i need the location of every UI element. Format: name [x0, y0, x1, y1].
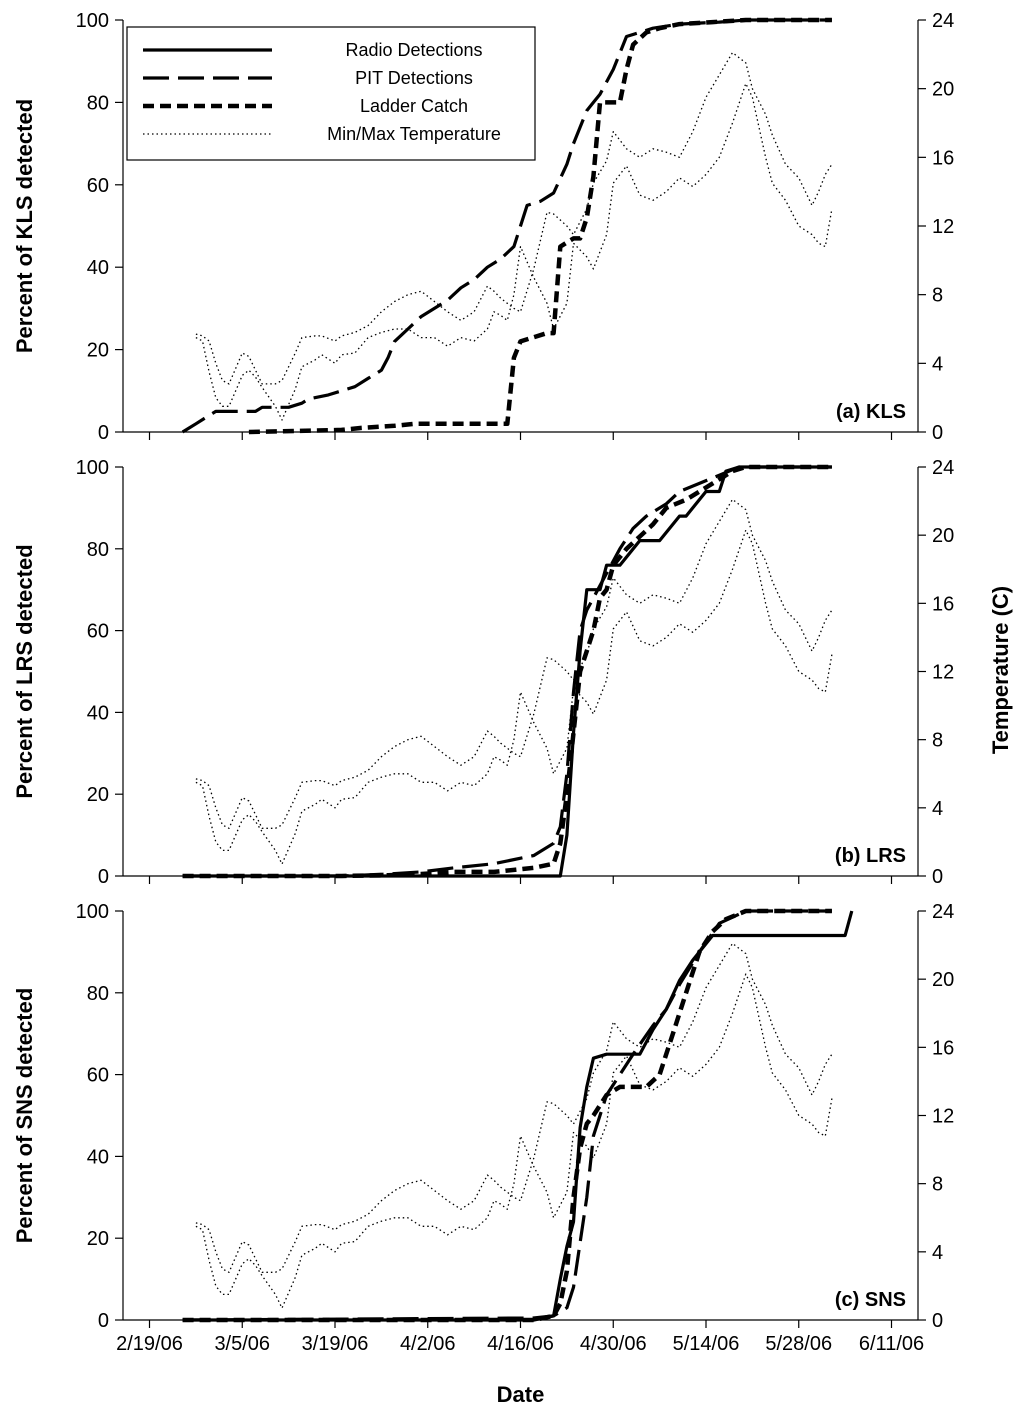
panel-b-right-tick-label: 0 — [932, 866, 943, 888]
panel-b-right-tick-label: 4 — [932, 798, 943, 820]
panel-c: 0 20 40 60 80 100 0 4 8 12 16 20 24 2/19/06 3/5/06 3/19… — [12, 901, 954, 1355]
panel-c-right-tick-label: 16 — [932, 1037, 954, 1059]
panel-c-temp-max-line — [195, 942, 833, 1273]
panel-a-plot: 0 20 40 60 80 100 0 4 8 12 16 20 24 — [76, 10, 955, 444]
x-axis-label: Date — [497, 1382, 545, 1407]
panel-a-tag: (a) KLS — [836, 401, 906, 423]
panel-b-left-tick-label: 0 — [98, 866, 109, 888]
panel-a-pit-line — [181, 18, 832, 434]
x-tick-label: 5/14/06 — [673, 1333, 740, 1355]
panel-a-left-tick-label: 40 — [87, 257, 109, 279]
panel-a-temp-max-line — [195, 51, 833, 385]
x-tick-label: 5/28/06 — [765, 1333, 832, 1355]
panel-b-left-tick-label: 20 — [87, 784, 109, 806]
panel-c-left-tick-label: 40 — [87, 1146, 109, 1168]
x-tick-label: 6/11/06 — [859, 1333, 924, 1355]
panel-a-right-tick-label: 0 — [932, 422, 943, 444]
panel-c-temp-min-line — [195, 973, 833, 1309]
panel-a-right-tick-label: 12 — [932, 216, 954, 238]
panel-b-ylabel: Percent of LRS detected — [12, 544, 37, 798]
panel-b-ladder-line — [182, 464, 832, 879]
panel-a-right-tick-label: 16 — [932, 147, 954, 169]
x-tick-label: 4/2/06 — [400, 1333, 456, 1355]
legend: Radio Detections PIT Detections Ladder C… — [126, 26, 536, 161]
x-tick-label: 2/19/06 — [116, 1333, 183, 1355]
panel-a: 0 20 40 60 80 100 0 4 8 12 16 20 24 (a) KLS Percent … — [12, 10, 954, 444]
legend-label-temp: Min/Max Temperature — [327, 124, 501, 144]
panel-b-right-tick-label: 20 — [932, 525, 954, 547]
panel-a-right-tick-label: 8 — [932, 285, 943, 307]
panel-c-right-tick-label: 24 — [932, 901, 954, 923]
panel-c-right-tick-label: 12 — [932, 1106, 954, 1128]
panel-c-left-tick-label: 0 — [98, 1310, 109, 1332]
panel-c-ladder-line — [182, 908, 832, 1323]
panel-c-right-tick-label: 0 — [932, 1310, 943, 1332]
panel-c-tag: (c) SNS — [835, 1289, 906, 1311]
panel-a-left-tick-label: 20 — [87, 340, 109, 362]
panel-b-left-tick-label: 100 — [76, 457, 109, 479]
panel-a-left-tick-label: 100 — [76, 10, 109, 32]
panel-b-left-tick-label: 80 — [87, 539, 109, 561]
x-tick-label: 3/19/06 — [302, 1333, 369, 1355]
legend-label-pit: PIT Detections — [355, 68, 473, 88]
panel-b-right-tick-label: 12 — [932, 662, 954, 684]
panel-b-plot: 0 20 40 60 80 100 0 4 8 12 16 20 24 — [76, 457, 955, 888]
panel-b-right-tick-label: 16 — [932, 593, 954, 615]
panel-b-tag: (b) LRS — [835, 845, 906, 867]
legend-label-radio: Radio Detections — [345, 40, 482, 60]
panel-b-temp-max-line — [195, 498, 833, 829]
panel-a-right-tick-label: 20 — [932, 79, 954, 101]
panel-b-right-tick-label: 24 — [932, 457, 954, 479]
panel-c-ylabel: Percent of SNS detected — [12, 988, 37, 1244]
panel-c-right-tick-label: 4 — [932, 1242, 943, 1264]
panel-b-temp-min-line — [195, 529, 833, 865]
panel-c-left-tick-label: 80 — [87, 983, 109, 1005]
panel-a-left-tick-label: 0 — [98, 422, 109, 444]
panel-a-ylabel: Percent of KLS detected — [12, 99, 37, 353]
panel-c-right-tick-label: 20 — [932, 969, 954, 991]
panel-c-pit-line — [182, 909, 832, 1322]
legend-label-ladder: Ladder Catch — [360, 96, 468, 116]
panel-c-radio-line — [182, 910, 854, 1322]
panel-c-right-tick-label: 8 — [932, 1174, 943, 1196]
panel-b-left-tick-label: 60 — [87, 621, 109, 643]
panel-b-pit-line — [182, 465, 832, 878]
x-tick-label: 4/16/06 — [487, 1333, 554, 1355]
x-tick-label: 3/5/06 — [214, 1333, 270, 1355]
right-axis-label: Temperature (C) — [988, 586, 1013, 754]
panel-a-ladder-line — [248, 17, 832, 435]
panel-a-left-tick-label: 80 — [87, 92, 109, 114]
panel-c-left-tick-label: 60 — [87, 1065, 109, 1087]
panel-b-right-tick-label: 8 — [932, 730, 943, 752]
panel-c-left-tick-label: 100 — [76, 901, 109, 923]
panel-a-right-tick-label: 24 — [932, 10, 954, 32]
panel-b-radio-line — [182, 465, 832, 878]
panel-a-right-tick-label: 4 — [932, 353, 943, 375]
panel-a-left-tick-label: 60 — [87, 175, 109, 197]
panel-c-left-tick-label: 20 — [87, 1228, 109, 1250]
panel-c-plot: 0 20 40 60 80 100 0 4 8 12 16 20 24 2/19/06 3/5/06 3/19… — [76, 901, 955, 1355]
panel-b-left-tick-label: 40 — [87, 702, 109, 724]
x-tick-label: 4/30/06 — [580, 1333, 647, 1355]
panel-b: 0 20 40 60 80 100 0 4 8 12 16 20 24 (b) LRS Percent … — [12, 457, 954, 888]
